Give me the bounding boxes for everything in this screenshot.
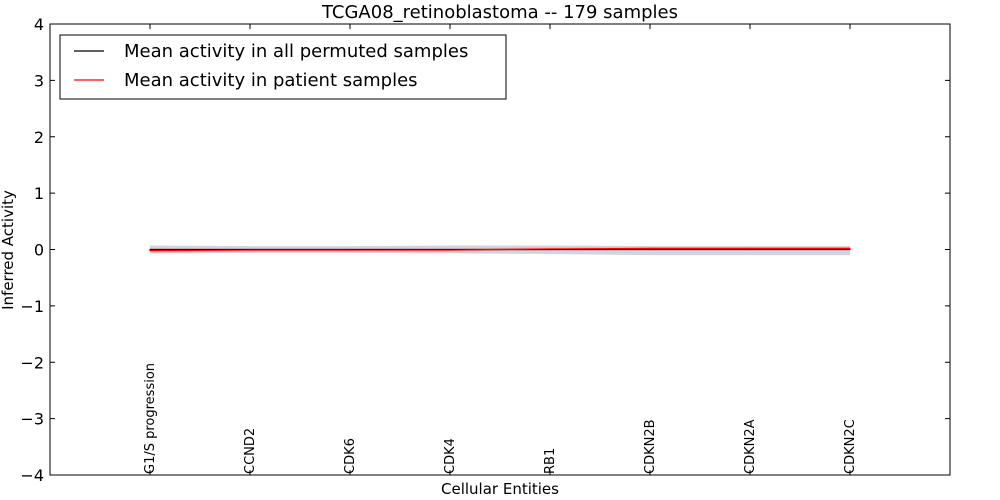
x-tick-label: CCND2: [243, 428, 258, 474]
point-series-1: [649, 247, 651, 249]
x-tick-label: CDKN2A: [743, 419, 758, 474]
x-tick-label: G1/S progression: [143, 363, 158, 474]
point-series-1: [349, 249, 351, 251]
y-axis: −4 −3 −2 −1 0 1 2 3 4: [20, 15, 950, 485]
legend-patient-label: Mean activity in patient samples: [124, 70, 418, 91]
x-tick-label: CDK6: [343, 438, 358, 474]
point-series-1: [749, 247, 751, 249]
legend-permuted-label: Mean activity in all permuted samples: [124, 41, 468, 62]
y-tick-label: 2: [34, 128, 44, 147]
y-tick-label: −3: [20, 410, 44, 429]
point-series-0: [649, 248, 651, 251]
chart-title: TCGA08_retinoblastoma -- 179 samples: [321, 2, 678, 23]
point-series-1: [249, 249, 251, 251]
series-lines: [149, 247, 851, 252]
point-series-0: [149, 248, 151, 251]
x-axis-label: Cellular Entities: [441, 480, 559, 498]
point-series-1: [449, 249, 451, 251]
y-tick-label: −2: [20, 353, 44, 372]
x-tick-label: CDKN2B: [643, 419, 658, 474]
point-series-1: [549, 248, 551, 250]
y-tick-label: 3: [34, 71, 44, 90]
point-series-0: [849, 248, 851, 251]
x-tick-label: RB1: [543, 448, 558, 474]
y-tick-label: 4: [34, 15, 44, 34]
legend: Mean activity in all permuted samples Me…: [59, 34, 507, 100]
y-tick-label: 1: [34, 184, 44, 203]
point-series-0: [749, 248, 751, 251]
x-axis: G1/S progression CCND2 CDK6 CDK4 RB1 CDKN2B CD…: [143, 24, 858, 475]
line-series-1: [149, 247, 850, 252]
legend-box: [59, 34, 507, 100]
point-series-1: [849, 247, 851, 249]
x-tick-label: CDK4: [443, 438, 458, 474]
x-tick-label: CDKN2C: [843, 419, 858, 474]
y-tick-label: −1: [20, 297, 44, 316]
y-axis-label: Inferred Activity: [0, 190, 17, 310]
point-series-1: [149, 250, 151, 252]
y-tick-label: −4: [20, 466, 44, 485]
y-tick-label: 0: [34, 241, 44, 260]
